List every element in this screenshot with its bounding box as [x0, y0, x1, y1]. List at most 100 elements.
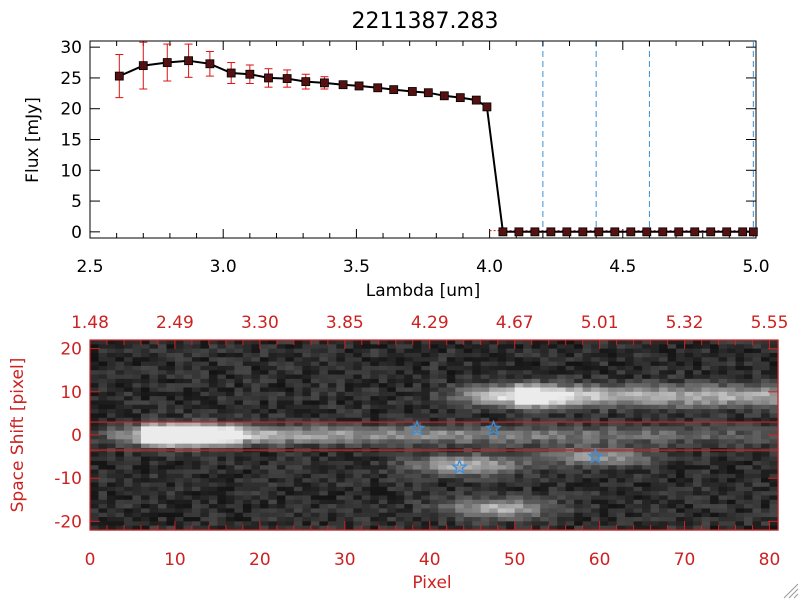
- heatmap-cell: [293, 348, 303, 354]
- heatmap-cell: [531, 430, 541, 436]
- heatmap-cell: [599, 435, 609, 440]
- heatmap-cell: [259, 491, 269, 497]
- heatmap-cell: [149, 465, 159, 471]
- heatmap-cell: [650, 452, 660, 458]
- heatmap-cell: [140, 348, 151, 354]
- heatmap-cell: [625, 404, 635, 410]
- heatmap-cell: [514, 499, 524, 505]
- heatmap-cell: [710, 478, 720, 484]
- heatmap-cell: [710, 340, 720, 345]
- heatmap-cell: [242, 495, 252, 501]
- heatmap-cell: [710, 512, 720, 518]
- heatmap-cell: [319, 352, 329, 358]
- heatmap-cell: [319, 465, 329, 471]
- heatmap-cell: [276, 374, 286, 380]
- heatmap-cell: [276, 456, 286, 462]
- heatmap-cell: [208, 478, 218, 484]
- heatmap-cell: [591, 391, 601, 397]
- heatmap-cell: [404, 499, 414, 505]
- heatmap-cell: [149, 499, 159, 505]
- heatmap-cell: [735, 387, 745, 393]
- heatmap-cell: [676, 495, 686, 501]
- heatmap-cell: [531, 391, 541, 397]
- heatmap-cell: [361, 525, 371, 531]
- heatmap-cell: [489, 521, 499, 527]
- heatmap-cell: [744, 383, 754, 389]
- heatmap-cell: [251, 512, 261, 518]
- heatmap-cell: [769, 409, 779, 415]
- heatmap-cell: [659, 504, 669, 510]
- heatmap-cell: [472, 340, 482, 345]
- heatmap-cell: [608, 452, 618, 458]
- heatmap-cell: [659, 525, 669, 531]
- heatmap-cell: [378, 378, 388, 384]
- heatmap-cell: [540, 486, 550, 492]
- heatmap-cell: [718, 383, 728, 389]
- heatmap-cell: [582, 396, 592, 402]
- heatmap-cell: [90, 486, 100, 492]
- heatmap-cell: [676, 340, 686, 345]
- heatmap-cell: [446, 504, 456, 510]
- heatmap-cell: [336, 435, 346, 440]
- heatmap-cell: [693, 391, 703, 397]
- heatmap-cell: [752, 370, 762, 376]
- heatmap-cell: [599, 456, 609, 462]
- heatmap-cell: [574, 340, 584, 345]
- heatmap-cell: [395, 456, 405, 462]
- heatmap-cell: [761, 512, 771, 518]
- heatmap-cell: [90, 495, 100, 501]
- heatmap-cell: [557, 400, 567, 406]
- heatmap-cell: [98, 508, 108, 514]
- x-axis-label: Lambda [um]: [366, 281, 480, 301]
- heatmap-cell: [302, 486, 312, 492]
- heatmap-cell: [361, 413, 371, 419]
- heatmap-cell: [336, 400, 346, 406]
- heatmap-cell: [557, 370, 567, 376]
- heatmap-cell: [132, 452, 142, 458]
- heatmap-cell: [735, 400, 745, 406]
- heatmap-cell: [276, 504, 286, 510]
- heatmap-cell: [106, 374, 117, 380]
- heatmap-cell: [667, 456, 677, 462]
- heatmap-cell: [489, 465, 499, 471]
- heatmap-cell: [378, 452, 388, 458]
- heatmap-cell: [98, 465, 108, 471]
- heatmap-cell: [421, 517, 431, 522]
- heatmap-cell: [387, 517, 397, 522]
- heatmap-cell: [217, 365, 227, 371]
- heatmap-cell: [710, 370, 720, 376]
- heatmap-cell: [242, 348, 252, 354]
- heatmap-cell: [361, 344, 371, 350]
- heatmap-cell: [676, 517, 686, 522]
- heatmap-cell: [693, 361, 703, 367]
- heatmap-cell: [285, 508, 295, 514]
- heatmap-cell: [608, 525, 618, 531]
- heatmap-cell: [761, 443, 771, 449]
- heatmap-cell: [693, 465, 703, 471]
- heatmap-cell: [446, 413, 456, 419]
- heatmap-cell: [625, 413, 635, 419]
- heatmap-cell: [378, 413, 388, 419]
- heatmap-cell: [387, 473, 397, 479]
- heatmap-cell: [166, 409, 176, 415]
- resize-grip-icon[interactable]: [783, 583, 799, 599]
- heatmap-cell: [506, 348, 516, 354]
- heatmap-cell: [200, 365, 210, 371]
- heatmap-x-tick-label: 50: [504, 550, 526, 570]
- heatmap-cell: [480, 504, 490, 510]
- heatmap-cell: [591, 465, 601, 471]
- heatmap-cell: [744, 499, 754, 505]
- heatmap-cell: [693, 525, 703, 531]
- heatmap-cell: [200, 378, 210, 384]
- heatmap-cell: [455, 517, 465, 522]
- heatmap-y-axis-label: Space Shift [pixel]: [8, 358, 28, 513]
- heatmap-cell: [183, 439, 193, 445]
- heatmap-cell: [370, 361, 380, 367]
- heatmap-cell: [557, 352, 567, 358]
- heatmap-cell: [455, 378, 465, 384]
- heatmap-cell: [489, 430, 499, 436]
- heatmap-cell: [701, 486, 711, 492]
- heatmap-cell: [650, 439, 660, 445]
- heatmap-cell: [353, 396, 363, 402]
- heatmap-cell: [166, 348, 176, 354]
